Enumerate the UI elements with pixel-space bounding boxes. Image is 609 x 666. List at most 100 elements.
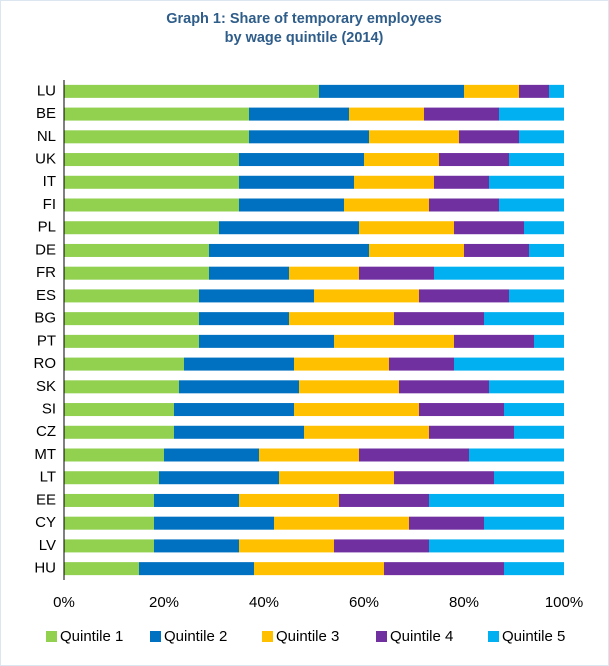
y-tick-label: FI — [43, 196, 56, 213]
bar-segment — [64, 471, 159, 485]
bar-segment — [519, 84, 549, 98]
bar-segment — [254, 562, 384, 576]
bar-segment — [364, 153, 439, 167]
bar-segment — [534, 334, 564, 348]
bar-segment — [289, 312, 394, 326]
bar-segment — [154, 516, 274, 530]
bar-segment — [249, 130, 369, 144]
bar-segment — [139, 562, 254, 576]
y-tick-label: UK — [35, 151, 56, 168]
bar-segment — [199, 334, 334, 348]
legend-swatch — [488, 631, 499, 642]
bar-segment — [209, 243, 369, 257]
bar-segment — [64, 516, 154, 530]
legend-swatch — [376, 631, 387, 642]
bar-segment — [439, 153, 509, 167]
y-tick-label: HU — [34, 560, 56, 577]
bar-segment — [399, 380, 489, 394]
y-tick-label: DE — [35, 241, 56, 258]
bar-segment — [64, 198, 239, 212]
bar-segment — [174, 425, 304, 439]
y-tick-label: SI — [42, 401, 56, 418]
legend-swatch — [46, 631, 57, 642]
bar-segment — [209, 266, 289, 280]
bar-segment — [484, 516, 564, 530]
bar-segment — [389, 357, 454, 371]
bar-segment — [184, 357, 294, 371]
chart-title: Graph 1: Share of temporary employees — [166, 11, 442, 27]
bar-segment — [64, 357, 184, 371]
y-tick-label: PL — [38, 219, 56, 236]
bar-segment — [289, 266, 359, 280]
x-tick-label: 20% — [149, 594, 179, 611]
bar-segment — [359, 221, 454, 235]
bar-segment — [64, 221, 219, 235]
bar-segment — [64, 130, 249, 144]
bar-segment — [64, 448, 164, 462]
bar-segment — [349, 107, 424, 121]
y-tick-label: ES — [36, 287, 56, 304]
bar-segment — [64, 539, 154, 553]
bar-segment — [334, 334, 454, 348]
bar-segment — [274, 516, 409, 530]
bar-segment — [519, 130, 564, 144]
bar-segment — [499, 107, 564, 121]
bar-segment — [454, 357, 564, 371]
bar-segment — [259, 448, 359, 462]
bar-segment — [199, 312, 289, 326]
bar-segment — [199, 289, 314, 303]
bar-segment — [514, 425, 564, 439]
x-tick-label: 100% — [545, 594, 583, 611]
legend-label: Quintile 2 — [164, 628, 227, 645]
bar-segment — [504, 403, 564, 417]
bar-segment — [429, 425, 514, 439]
y-tick-label: IT — [43, 173, 56, 190]
y-tick-label: LV — [39, 537, 56, 554]
x-tick-label: 80% — [449, 594, 479, 611]
y-tick-label: BG — [34, 310, 56, 327]
x-tick-label: 0% — [53, 594, 75, 611]
chart-title: by wage quintile (2014) — [225, 30, 384, 46]
bar-segment — [64, 266, 209, 280]
bar-segment — [299, 380, 399, 394]
y-tick-label: SK — [36, 378, 56, 395]
bar-segment — [64, 312, 199, 326]
bar-segment — [334, 539, 429, 553]
bar-segment — [464, 243, 529, 257]
bar-segment — [524, 221, 564, 235]
y-tick-label: CY — [35, 514, 56, 531]
y-tick-label: LT — [40, 469, 56, 486]
bar-segment — [394, 312, 484, 326]
y-tick-label: LU — [37, 82, 56, 99]
bar-segment — [354, 175, 434, 189]
y-tick-label: NL — [37, 128, 56, 145]
bar-segment — [64, 153, 239, 167]
legend-swatch — [150, 631, 161, 642]
bar-segment — [164, 448, 259, 462]
x-tick-label: 60% — [349, 594, 379, 611]
bar-segment — [489, 175, 564, 189]
bar-segment — [529, 243, 564, 257]
bar-segment — [419, 289, 509, 303]
bar-segment — [489, 380, 564, 394]
y-tick-label: RO — [34, 355, 57, 372]
bar-segment — [429, 539, 564, 553]
bar-segment — [64, 425, 174, 439]
bar-segment — [459, 130, 519, 144]
bar-segment — [174, 403, 294, 417]
bar-segment — [64, 334, 199, 348]
bar-segment — [344, 198, 429, 212]
legend-label: Quintile 1 — [60, 628, 123, 645]
bar-segment — [509, 153, 564, 167]
bar-segment — [64, 380, 179, 394]
bar-segment — [454, 221, 524, 235]
bar-segment — [509, 289, 564, 303]
legend-label: Quintile 5 — [502, 628, 565, 645]
y-tick-label: MT — [34, 446, 56, 463]
y-tick-label: FR — [36, 264, 56, 281]
x-tick-label: 40% — [249, 594, 279, 611]
bar-segment — [469, 448, 564, 462]
bar-segment — [249, 107, 349, 121]
bar-segment — [504, 562, 564, 576]
y-tick-label: BE — [36, 105, 56, 122]
